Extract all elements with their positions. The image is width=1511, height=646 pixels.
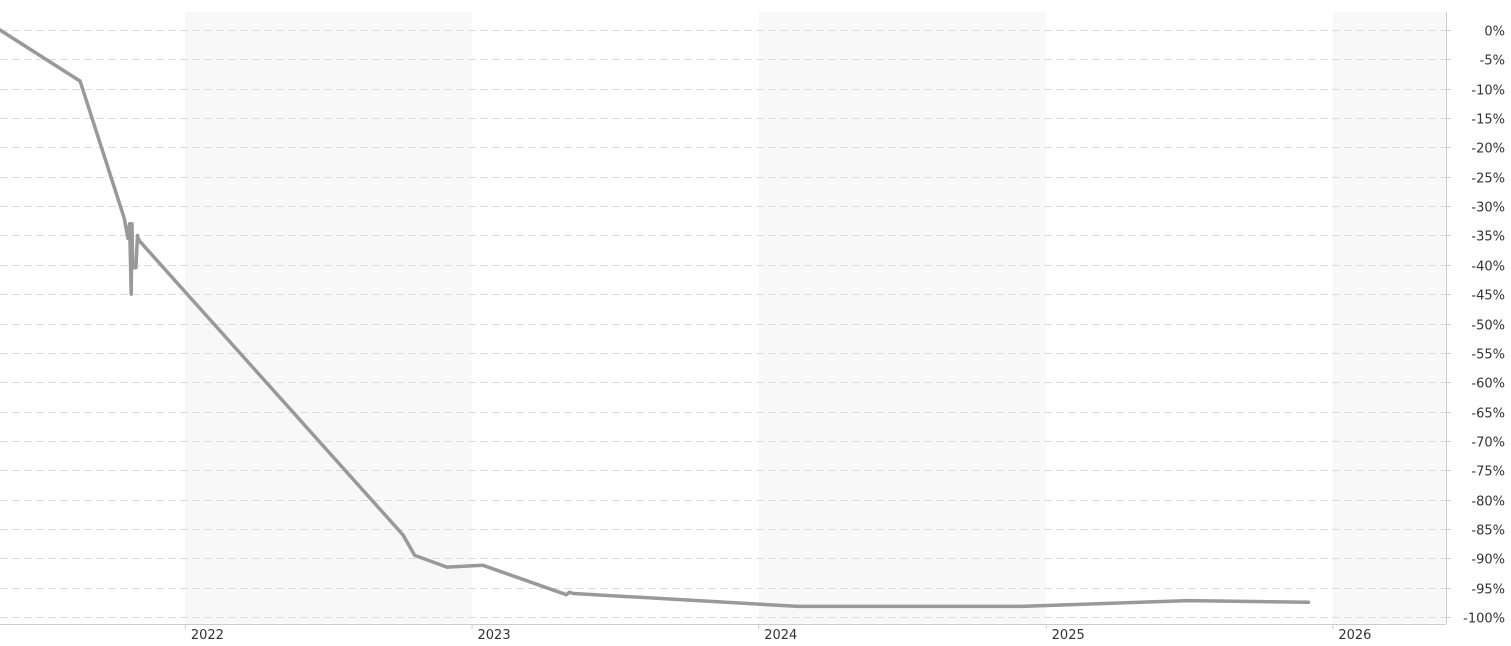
y-tick-label: -55% (1471, 348, 1505, 363)
y-tick-labels: 0% -5% -10% -15% -20% -25% -30% -35% -40% -45% -50… (1463, 25, 1505, 627)
year-band (1332, 12, 1446, 624)
y-tick-label: -90% (1471, 553, 1505, 568)
year-band (758, 12, 1047, 624)
x-tick-labels: 2022 2023 2024 2025 2026 (191, 628, 1372, 643)
year-shading-bands (185, 12, 1446, 624)
y-tick-label: -85% (1471, 524, 1505, 539)
x-tick-label: 2024 (764, 628, 797, 642)
x-tick-label: 2025 (1052, 628, 1085, 642)
y-tick-label: -30% (1471, 201, 1505, 216)
y-tick-label: -100% (1463, 612, 1505, 627)
y-tick-label: -25% (1471, 172, 1505, 187)
y-tick-label: -80% (1471, 495, 1505, 510)
x-tick-label: 2023 (478, 628, 511, 642)
y-tick-label: 0% (1484, 25, 1505, 40)
y-tick-label: -15% (1471, 113, 1505, 128)
y-tick-label: -50% (1471, 319, 1505, 334)
y-tick-label: -20% (1471, 142, 1505, 157)
year-band (185, 12, 473, 624)
y-tick-label: -45% (1471, 289, 1505, 304)
axes (0, 12, 1451, 629)
series-layer (0, 28, 1311, 609)
y-tick-label: -60% (1471, 377, 1505, 392)
series-line (0, 28, 1311, 609)
y-tick-label: -40% (1471, 260, 1505, 275)
y-tick-label: -65% (1471, 407, 1505, 422)
y-tick-label: -5% (1480, 54, 1505, 69)
y-tick-label: -95% (1471, 583, 1505, 598)
horizontal-gridlines (0, 30, 1446, 618)
y-tick-label: -10% (1471, 84, 1505, 99)
y-tick-label: -35% (1471, 230, 1505, 245)
y-tick-label: -70% (1471, 436, 1505, 451)
x-tick-label: 2026 (1338, 628, 1371, 642)
y-tick-label: -75% (1471, 465, 1505, 480)
x-tick-label: 2022 (191, 628, 224, 642)
